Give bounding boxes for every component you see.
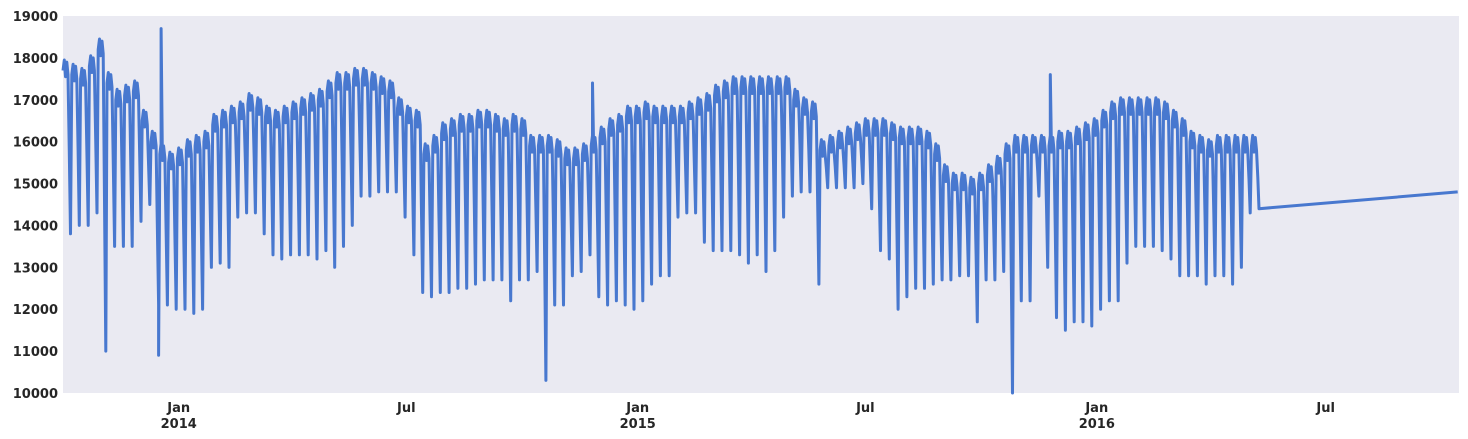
y-tick-label: 19000	[13, 10, 58, 25]
x-tick-label: Jan	[625, 401, 649, 416]
y-tick-label: 17000	[13, 94, 58, 109]
y-tick-label: 16000	[13, 136, 58, 151]
x-tick-year-label: 2016	[1079, 417, 1115, 432]
y-tick-label: 13000	[13, 261, 58, 276]
y-tick-label: 15000	[13, 178, 58, 193]
series-layer	[61, 27, 1458, 395]
series-line	[61, 27, 1458, 395]
x-tick-label: Jan	[1084, 401, 1108, 416]
y-tick-label: 10000	[13, 387, 58, 402]
x-tick-label: Jul	[855, 401, 875, 416]
x-tick-label: Jul	[1315, 401, 1335, 416]
y-tick-label: 14000	[13, 219, 58, 234]
y-tick-label: 18000	[13, 52, 58, 67]
y-tick-label: 12000	[13, 303, 58, 318]
x-tick-year-label: 2015	[620, 417, 656, 432]
x-tick-year-label: 2014	[161, 417, 197, 432]
y-tick-label: 11000	[13, 345, 58, 360]
x-tick-label: Jan	[166, 401, 190, 416]
x-tick-label: Jul	[396, 401, 416, 416]
y-axis: 10000 11000 12000 13000 14000 15000 16000 17000…	[13, 10, 58, 402]
